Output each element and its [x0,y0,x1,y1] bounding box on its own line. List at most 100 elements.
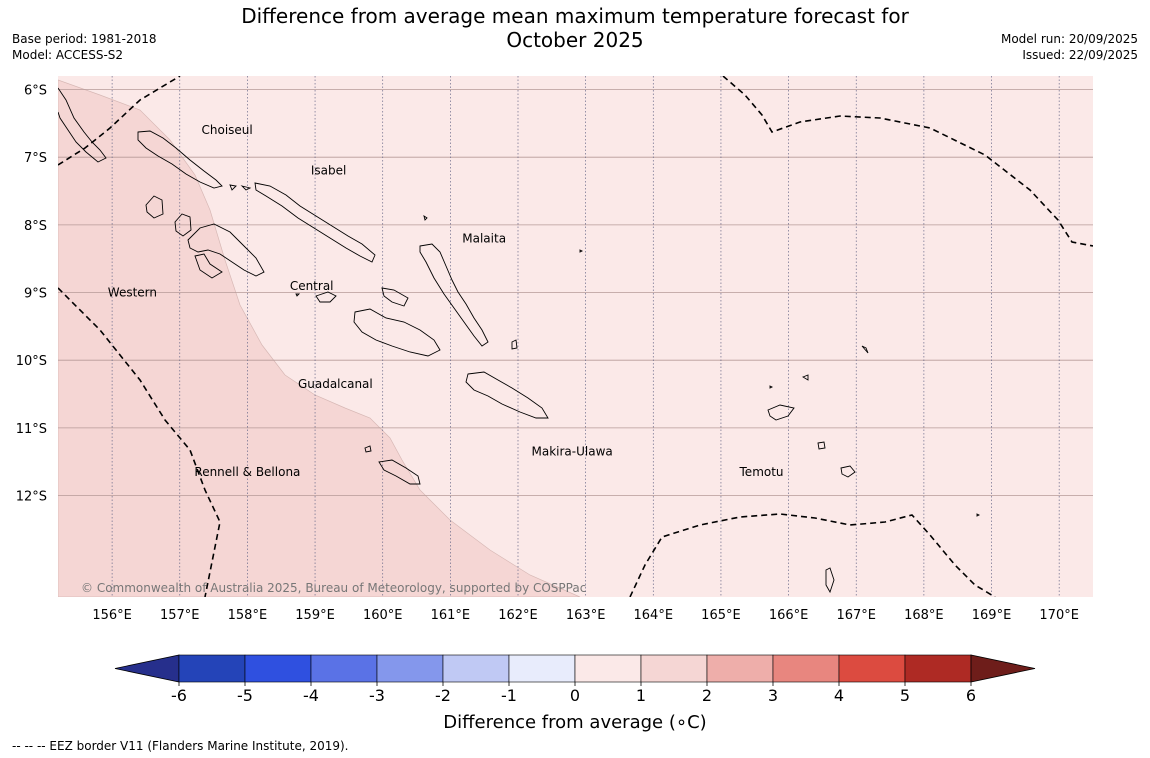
title-line-1: Difference from average mean maximum tem… [241,4,909,28]
colorbar-extend-high [970,654,1036,683]
colorbar-tick-label: 4 [834,686,844,705]
region-label: Central [290,279,334,293]
coastlines [58,87,981,594]
lat-label: 9°S [24,287,47,302]
colorbar-box [772,654,840,683]
island-choiseul [137,130,223,189]
island-ulawa [511,339,518,350]
region-label: Choiseul [202,123,253,137]
colorbar-tick-label: 2 [702,686,712,705]
lon-label: 159°E [295,608,335,623]
island-tikopia [825,567,835,594]
meta-right: Model run: 20/09/2025 Issued: 22/09/2025 [1001,31,1138,63]
colorbar-tick-label: 3 [768,686,778,705]
colorbar-tick-label: -5 [237,686,253,705]
colorbar-box [178,654,246,683]
colorbar-label: Difference from average (∘C) [443,712,706,733]
lon-label: 157°E [160,608,200,623]
lon-label: 161°E [431,608,471,623]
eez-line [629,513,996,597]
colorbar-box [508,654,576,683]
lon-label: 169°E [972,608,1012,623]
island-rennell [378,459,421,485]
region-label: Malaita [462,231,506,245]
eez-borders [58,76,1093,597]
island-bougainville [58,87,107,163]
island-bellona [364,445,372,453]
colorbar-tick-label: 1 [636,686,646,705]
island-newgeorgia [174,213,192,237]
lon-label: 165°E [701,608,741,623]
island-small [229,184,981,517]
colorbar-tick-label: -4 [303,686,319,705]
island-malaita [419,243,489,347]
graticule [58,76,1093,597]
region-label: Guadalcanal [298,377,373,391]
region-label: Temotu [739,465,784,479]
lon-label: 170°E [1039,608,1079,623]
eez-line [58,76,181,166]
colorbar-box [244,654,312,683]
region-label: Makira-Ulawa [531,445,612,459]
lon-label: 156°E [92,608,132,623]
base-period: Base period: 1981-2018 [12,32,157,46]
island-florida [315,291,337,303]
colorbar-tick-label: -2 [435,686,451,705]
lon-label: 166°E [769,608,809,623]
model-run: Model run: 20/09/2025 [1000,32,1138,46]
issued-date: Issued: 22/09/2025 [1022,48,1138,62]
map: Choiseul Isabel Malaita Western Central Guada… [16,76,1093,623]
lat-label: 8°S [24,219,47,234]
colorbar-box [838,654,906,683]
island-isabel [254,182,376,263]
chart-title: Difference from average mean maximum tem… [0,4,1150,52]
lat-label: 7°S [24,151,47,166]
region-label: Western [108,286,157,300]
lon-label: 160°E [363,608,403,623]
colorbar-ticks: -6 -5 -4 -3 -2 -1 0 1 2 3 4 5 6 [171,682,976,705]
region-labels: Choiseul Isabel Malaita Western Central Guada… [108,123,784,479]
eez-line [722,76,1093,247]
colorbar-box [706,654,774,683]
island-santa-cruz [767,404,795,421]
copyright-text: © Commonwealth of Australia 2025, Bureau… [81,581,586,595]
lat-label: 10°S [16,354,47,369]
island-reef [801,374,809,381]
lon-label: 164°E [634,608,674,623]
colorbar-tick-label: -3 [369,686,385,705]
colorbar-box [442,654,510,683]
lat-label: 11°S [16,422,47,437]
eez-footnote: -- -- -- EEZ border V11 (Flanders Marine… [12,739,349,753]
lat-label: 12°S [16,490,47,505]
colorbar-tick-label: -6 [171,686,187,705]
colorbar-box [640,654,708,683]
title-line-2: October 2025 [506,28,644,52]
lon-label: 167°E [836,608,876,623]
model-name: Model: ACCESS-S2 [12,48,124,62]
region-label: Rennell & Bellona [194,465,300,479]
island-russell [381,287,409,307]
colorbar-box [904,654,972,683]
lat-label: 6°S [24,84,47,99]
colorbar-extend-low [114,654,180,683]
colorbar: -6 -5 -4 -3 -2 -1 0 1 2 3 4 5 6 Difference from aver… [114,654,1036,733]
colorbar-box [310,654,378,683]
colorbar-box [376,654,444,683]
island-vella [145,195,164,219]
island-makira [465,371,549,419]
island-utupua [817,441,826,450]
island-vanikoro [840,465,856,478]
longitude-labels: 156°E 157°E 158°E 159°E 160°E 161°E 162°E 163°E… [92,608,1079,623]
region-label: Isabel [311,164,346,178]
island-kolombangara [187,223,265,277]
eez-line [58,287,221,597]
colorbar-tick-label: 6 [966,686,976,705]
lon-label: 168°E [904,608,944,623]
lon-label: 158°E [228,608,268,623]
colorbar-boxes [114,654,1036,683]
island-rendova [194,253,223,279]
meta-left: Base period: 1981-2018 Model: ACCESS-S2 [12,31,157,63]
lon-label: 163°E [566,608,606,623]
island-guadalcanal [353,308,441,357]
colorbar-tick-label: 5 [900,686,910,705]
